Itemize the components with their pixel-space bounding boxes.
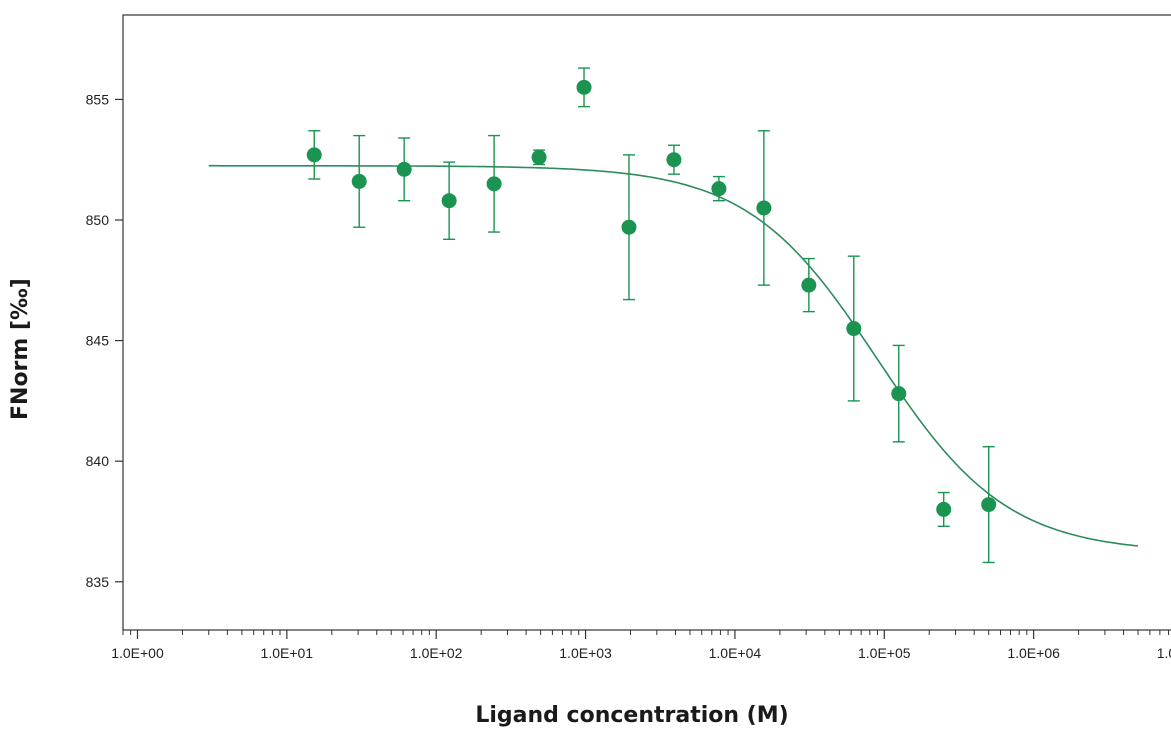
data-point [306, 147, 322, 163]
data-point [576, 79, 592, 95]
x-tick-label: 1.0E+06 [1007, 645, 1060, 661]
data-point [441, 193, 457, 209]
y-tick-label: 835 [86, 574, 110, 590]
data-point [891, 386, 907, 402]
x-tick-label: 1.0E+07 [1157, 645, 1171, 661]
data-point [711, 181, 727, 197]
y-axis-label: FNorm [‰] [8, 278, 33, 420]
data-point [756, 200, 772, 216]
error-bars [308, 67, 995, 564]
data-point [621, 219, 637, 235]
data-point [396, 161, 412, 177]
y-tick-label: 850 [86, 212, 110, 228]
plot-frame [122, 14, 1171, 631]
x-axis-label: Ligand concentration (M) [475, 703, 789, 728]
data-points [306, 79, 997, 517]
y-tick-label: 855 [86, 91, 110, 107]
y-tick-label: 840 [86, 453, 110, 469]
data-point [846, 321, 862, 337]
y-tick-label: 845 [86, 333, 110, 349]
data-point [981, 497, 997, 513]
y-axis: 835 840 845 850 855 [86, 91, 123, 590]
x-tick-label: 1.0E+01 [261, 645, 314, 661]
x-tick-label: 1.0E+04 [709, 645, 762, 661]
data-point [486, 176, 502, 192]
data-point [531, 149, 547, 165]
x-tick-label: 1.0E+05 [858, 645, 911, 661]
data-point [936, 501, 952, 517]
x-tick-label: 1.0E+03 [559, 645, 612, 661]
data-point [801, 277, 817, 293]
data-point [666, 152, 682, 168]
x-tick-label: 1.0E+00 [111, 645, 164, 661]
x-tick-label: 1.0E+02 [410, 645, 463, 661]
fit-curve [208, 164, 1139, 547]
x-axis: 1.0E+00 1.0E+01 1.0E+02 1.0E+03 1.0E+04 1.0E+… [111, 630, 1171, 661]
data-point [351, 173, 367, 189]
fit-curve-group [208, 164, 1139, 547]
